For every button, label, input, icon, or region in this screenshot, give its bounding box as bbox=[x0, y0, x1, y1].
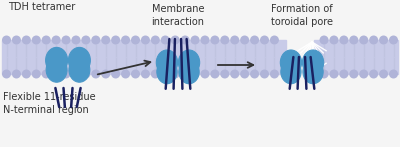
Circle shape bbox=[91, 35, 100, 45]
Ellipse shape bbox=[280, 50, 302, 75]
Circle shape bbox=[62, 35, 70, 45]
Circle shape bbox=[22, 35, 31, 45]
Text: Flexible 11-residue
N-terminal region: Flexible 11-residue N-terminal region bbox=[3, 92, 96, 115]
Circle shape bbox=[320, 70, 328, 78]
Text: Membrane
interaction: Membrane interaction bbox=[152, 4, 204, 27]
Circle shape bbox=[171, 35, 180, 45]
Ellipse shape bbox=[179, 60, 199, 84]
Circle shape bbox=[220, 35, 229, 45]
Circle shape bbox=[250, 70, 259, 78]
Circle shape bbox=[389, 35, 398, 45]
Text: Formation of
toroidal pore: Formation of toroidal pore bbox=[271, 4, 333, 27]
Circle shape bbox=[91, 70, 100, 78]
Circle shape bbox=[111, 35, 120, 45]
Circle shape bbox=[230, 35, 239, 45]
Circle shape bbox=[260, 35, 269, 45]
Circle shape bbox=[339, 70, 348, 78]
Circle shape bbox=[101, 35, 110, 45]
Circle shape bbox=[131, 35, 140, 45]
Circle shape bbox=[339, 35, 348, 45]
Circle shape bbox=[151, 35, 160, 45]
Circle shape bbox=[2, 70, 11, 78]
Circle shape bbox=[22, 70, 31, 78]
Circle shape bbox=[389, 70, 398, 78]
Ellipse shape bbox=[157, 60, 177, 84]
Circle shape bbox=[190, 70, 200, 78]
Circle shape bbox=[151, 70, 160, 78]
Ellipse shape bbox=[281, 60, 301, 84]
Circle shape bbox=[240, 70, 249, 78]
Circle shape bbox=[81, 70, 90, 78]
Ellipse shape bbox=[68, 47, 90, 73]
Ellipse shape bbox=[46, 57, 67, 82]
Circle shape bbox=[270, 70, 279, 78]
Circle shape bbox=[161, 35, 170, 45]
Circle shape bbox=[379, 70, 388, 78]
Circle shape bbox=[62, 70, 70, 78]
Circle shape bbox=[349, 70, 358, 78]
Circle shape bbox=[240, 35, 249, 45]
Circle shape bbox=[330, 35, 338, 45]
Ellipse shape bbox=[156, 50, 178, 75]
Circle shape bbox=[42, 35, 51, 45]
Circle shape bbox=[111, 70, 120, 78]
Circle shape bbox=[181, 35, 190, 45]
Circle shape bbox=[320, 35, 328, 45]
Circle shape bbox=[220, 70, 229, 78]
Circle shape bbox=[369, 35, 378, 45]
Circle shape bbox=[52, 35, 61, 45]
Circle shape bbox=[250, 35, 259, 45]
Ellipse shape bbox=[178, 50, 200, 75]
Circle shape bbox=[52, 70, 61, 78]
Circle shape bbox=[72, 70, 80, 78]
Circle shape bbox=[171, 70, 180, 78]
Ellipse shape bbox=[302, 50, 324, 75]
Circle shape bbox=[230, 70, 239, 78]
Circle shape bbox=[121, 35, 130, 45]
Circle shape bbox=[101, 70, 110, 78]
Text: TDH tetramer: TDH tetramer bbox=[8, 2, 75, 12]
Circle shape bbox=[200, 35, 210, 45]
Bar bbox=[314, 40, 398, 74]
Circle shape bbox=[190, 35, 200, 45]
Circle shape bbox=[81, 35, 90, 45]
Circle shape bbox=[141, 70, 150, 78]
Circle shape bbox=[349, 35, 358, 45]
Circle shape bbox=[359, 35, 368, 45]
Circle shape bbox=[161, 70, 170, 78]
Circle shape bbox=[260, 70, 269, 78]
Circle shape bbox=[2, 35, 11, 45]
Bar bbox=[2, 40, 286, 74]
Circle shape bbox=[72, 35, 80, 45]
Circle shape bbox=[379, 35, 388, 45]
Circle shape bbox=[200, 70, 210, 78]
Circle shape bbox=[121, 70, 130, 78]
Circle shape bbox=[131, 70, 140, 78]
Circle shape bbox=[12, 70, 21, 78]
Circle shape bbox=[369, 70, 378, 78]
Circle shape bbox=[42, 70, 51, 78]
Circle shape bbox=[270, 35, 279, 45]
Circle shape bbox=[12, 35, 21, 45]
Circle shape bbox=[210, 35, 219, 45]
Circle shape bbox=[32, 35, 41, 45]
Circle shape bbox=[210, 70, 219, 78]
Ellipse shape bbox=[303, 60, 323, 84]
Circle shape bbox=[32, 70, 41, 78]
Circle shape bbox=[359, 70, 368, 78]
Circle shape bbox=[330, 70, 338, 78]
Ellipse shape bbox=[69, 57, 90, 82]
Circle shape bbox=[141, 35, 150, 45]
Circle shape bbox=[181, 70, 190, 78]
Ellipse shape bbox=[46, 47, 68, 73]
